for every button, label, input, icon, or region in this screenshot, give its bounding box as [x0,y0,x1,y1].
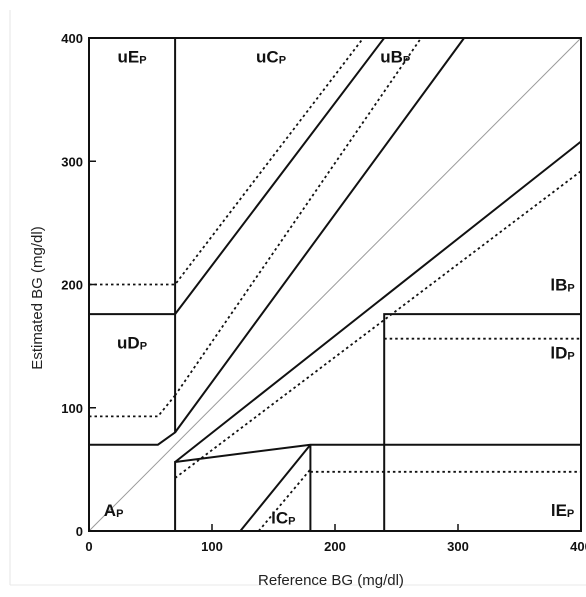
dashed-boundary-7 [258,468,312,532]
x-tick-label: 200 [324,539,346,554]
zone-label: lDP [550,343,574,362]
solid-boundary-6 [383,313,581,531]
zone-label: AP [104,501,124,520]
solid-boundary-2 [174,140,582,463]
y-tick-label: 200 [61,278,83,293]
x-tick-label: 300 [447,539,469,554]
identity-line [88,37,582,532]
dashed-boundary-2 [89,394,176,418]
solid-boundary-4 [174,37,465,433]
zone-label: uDP [117,334,147,353]
solid-boundary-1 [174,443,581,531]
dashed-boundary-1 [174,170,582,479]
x-tick-label: 0 [85,539,92,554]
dashed-boundaries-group [89,37,582,532]
y-tick-label: 0 [76,524,83,539]
identity-line-group [88,37,582,532]
zone-label: lBP [550,276,574,295]
x-tick-label: 100 [201,539,223,554]
y-tick-label: 100 [61,401,83,416]
zone-label: uEP [118,48,147,67]
y-tick-label: 300 [61,154,83,169]
solid-boundary-7 [239,444,312,532]
zone-label: lEP [551,501,574,520]
solid-boundary-5 [89,37,385,316]
zone-labels-group: uEP uCP uBP uDP lBP lDP AP lCP lEP [104,48,575,528]
x-axis-label: Reference BG (mg/dl) [258,572,404,589]
zone-label: uCP [256,48,286,67]
x-ticks-group: 0 100 200 300 400 [85,524,586,554]
zone-label: lCP [271,509,295,528]
dashed-boundary-4 [89,37,365,286]
x-tick-label: 400 [570,539,586,554]
y-axis-label: Estimated BG (mg/dl) [29,226,46,369]
y-ticks-group: 0 100 200 300 400 [61,31,96,539]
dashed-boundary-3 [174,37,422,396]
solid-boundary-3 [89,38,177,446]
zone-label: uBP [380,48,410,67]
y-tick-label: 400 [61,31,83,46]
solid-boundaries-group [89,37,582,532]
